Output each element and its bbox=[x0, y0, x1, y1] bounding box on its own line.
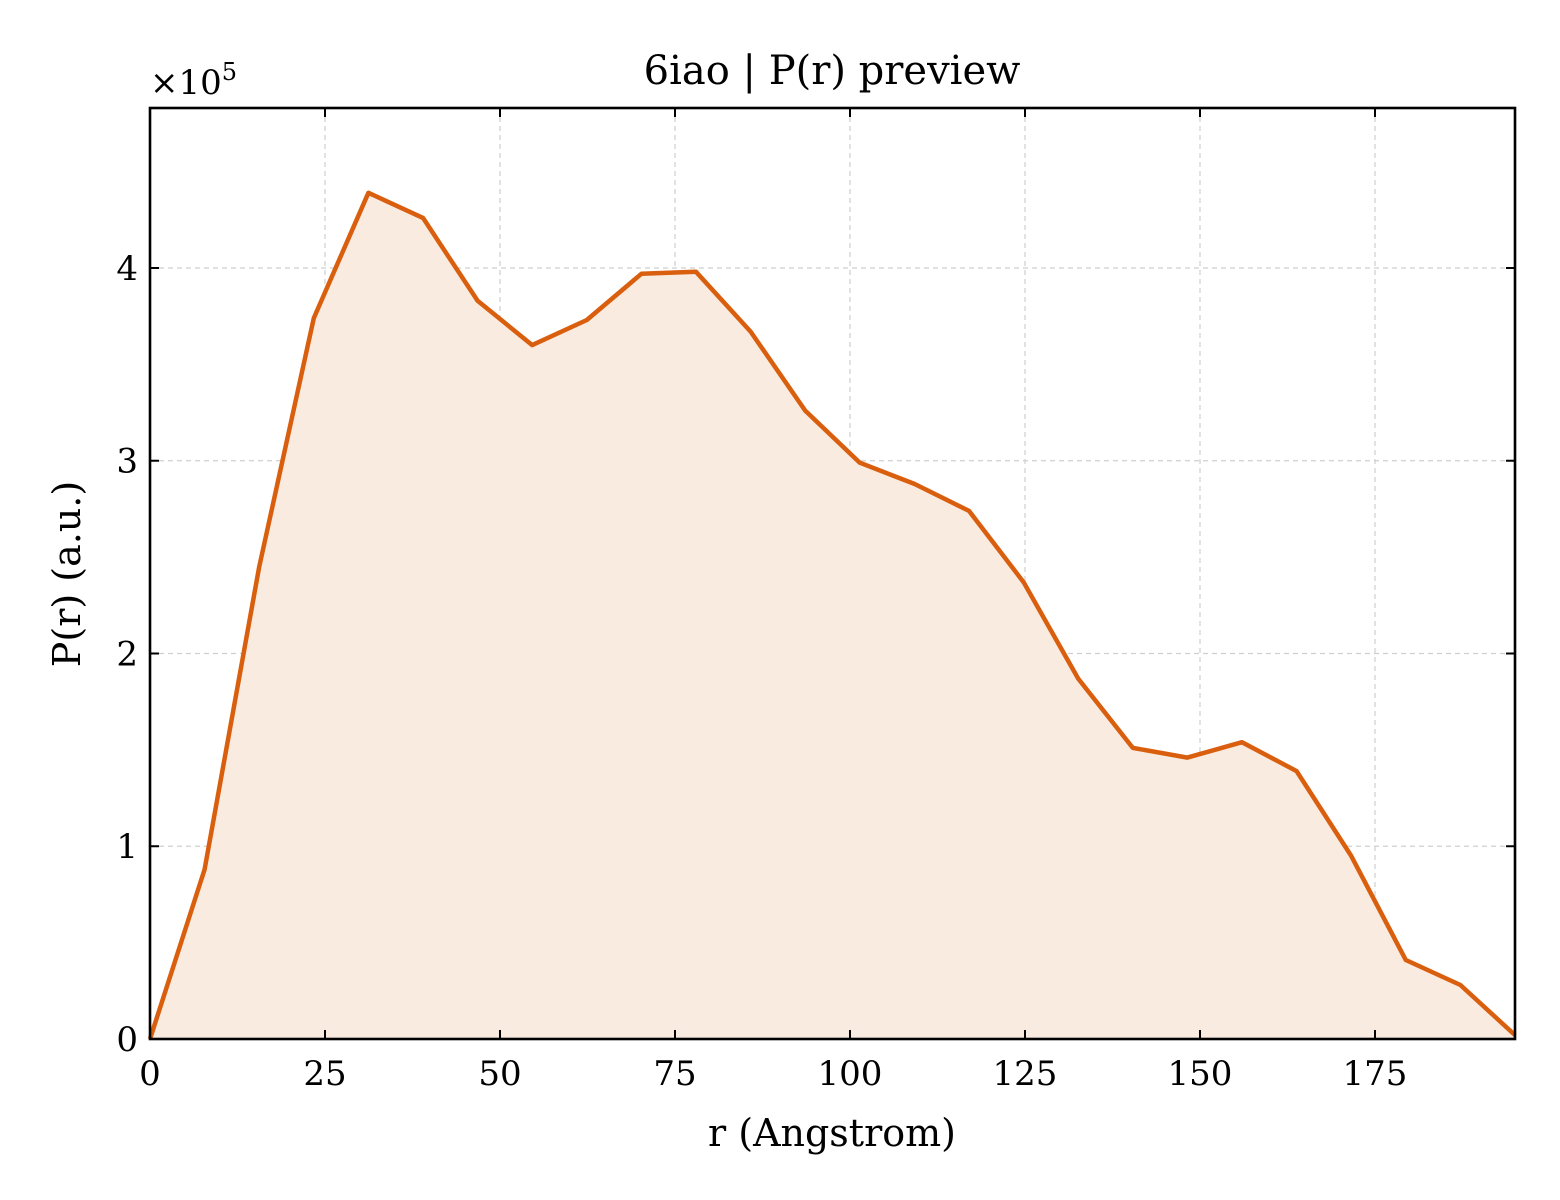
x-axis-label: r (Angstrom) bbox=[708, 1111, 956, 1155]
x-tick-label: 0 bbox=[139, 1054, 161, 1094]
x-tick-label: 75 bbox=[653, 1054, 696, 1094]
y-tick-label: 3 bbox=[116, 442, 138, 482]
plot-frame bbox=[148, 106, 1517, 1041]
x-tick-label: 25 bbox=[303, 1054, 346, 1094]
y-tick-label: 2 bbox=[116, 634, 138, 674]
series-line bbox=[147, 190, 1517, 1040]
y-tick-label: 0 bbox=[116, 1020, 138, 1060]
y-axis-label: P(r) (a.u.) bbox=[45, 481, 89, 667]
chart-title: 6iao | P(r) preview bbox=[644, 48, 1021, 94]
x-tick-label: 125 bbox=[993, 1054, 1058, 1094]
x-tick-label: 175 bbox=[1343, 1054, 1408, 1094]
x-tick-label: 100 bbox=[818, 1054, 883, 1094]
y-tick-label: 1 bbox=[116, 827, 138, 867]
ticks: 0 25 50 75 100 125 150 175 0 1 2 3 4 bbox=[116, 108, 1515, 1094]
x-tick-label: 50 bbox=[478, 1054, 521, 1094]
series-area bbox=[150, 192, 1515, 1040]
y-multiplier-base: ×10 bbox=[150, 63, 222, 103]
y-multiplier-label: ×105 bbox=[150, 58, 237, 103]
y-multiplier-exponent: 5 bbox=[222, 58, 237, 86]
y-tick-label: 4 bbox=[116, 249, 138, 289]
x-tick-label: 150 bbox=[1168, 1054, 1233, 1094]
